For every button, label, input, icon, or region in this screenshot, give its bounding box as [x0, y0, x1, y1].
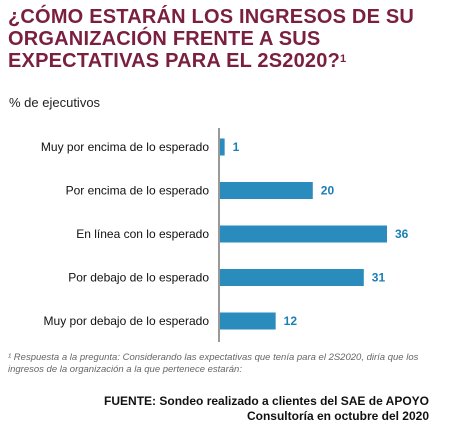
- category-label: Muy por debajo de lo esperado: [44, 314, 210, 328]
- data-label: 36: [395, 227, 409, 241]
- bar: [220, 225, 387, 243]
- bar-chart: Muy por encima de lo esperado Por encima …: [41, 128, 409, 342]
- bar: [220, 138, 225, 156]
- source-note: FUENTE: Sondeo realizado a clientes del …: [104, 394, 429, 423]
- bars: [220, 138, 387, 330]
- category-label: Muy por encima de lo esperado: [41, 140, 209, 154]
- data-label: 1: [233, 140, 240, 154]
- value-labels: 1 20 36 31 12: [233, 140, 409, 328]
- data-label: 20: [321, 184, 335, 198]
- bar: [220, 312, 276, 330]
- category-label: Por encima de lo esperado: [66, 184, 210, 198]
- category-label: En línea con lo esperado: [76, 227, 209, 241]
- chart-subtitle: % de ejecutivos: [9, 95, 101, 110]
- title-footnote-mark: 1: [340, 53, 347, 65]
- data-label: 12: [284, 314, 298, 328]
- data-label: 31: [372, 271, 386, 285]
- category-labels: Muy por encima de lo esperado Por encima …: [41, 140, 209, 328]
- category-label: Por debajo de lo esperado: [68, 271, 209, 285]
- bar: [220, 269, 364, 286]
- chart-title: ¿CÓMO ESTARÁN LOS INGRESOS DE SU ORGANIZ…: [8, 6, 443, 72]
- chart-title-text: ¿CÓMO ESTARÁN LOS INGRESOS DE SU ORGANIZ…: [8, 6, 415, 72]
- footnote: ¹ Respuesta a la pregunta: Considerando …: [8, 352, 419, 375]
- bar: [220, 182, 313, 199]
